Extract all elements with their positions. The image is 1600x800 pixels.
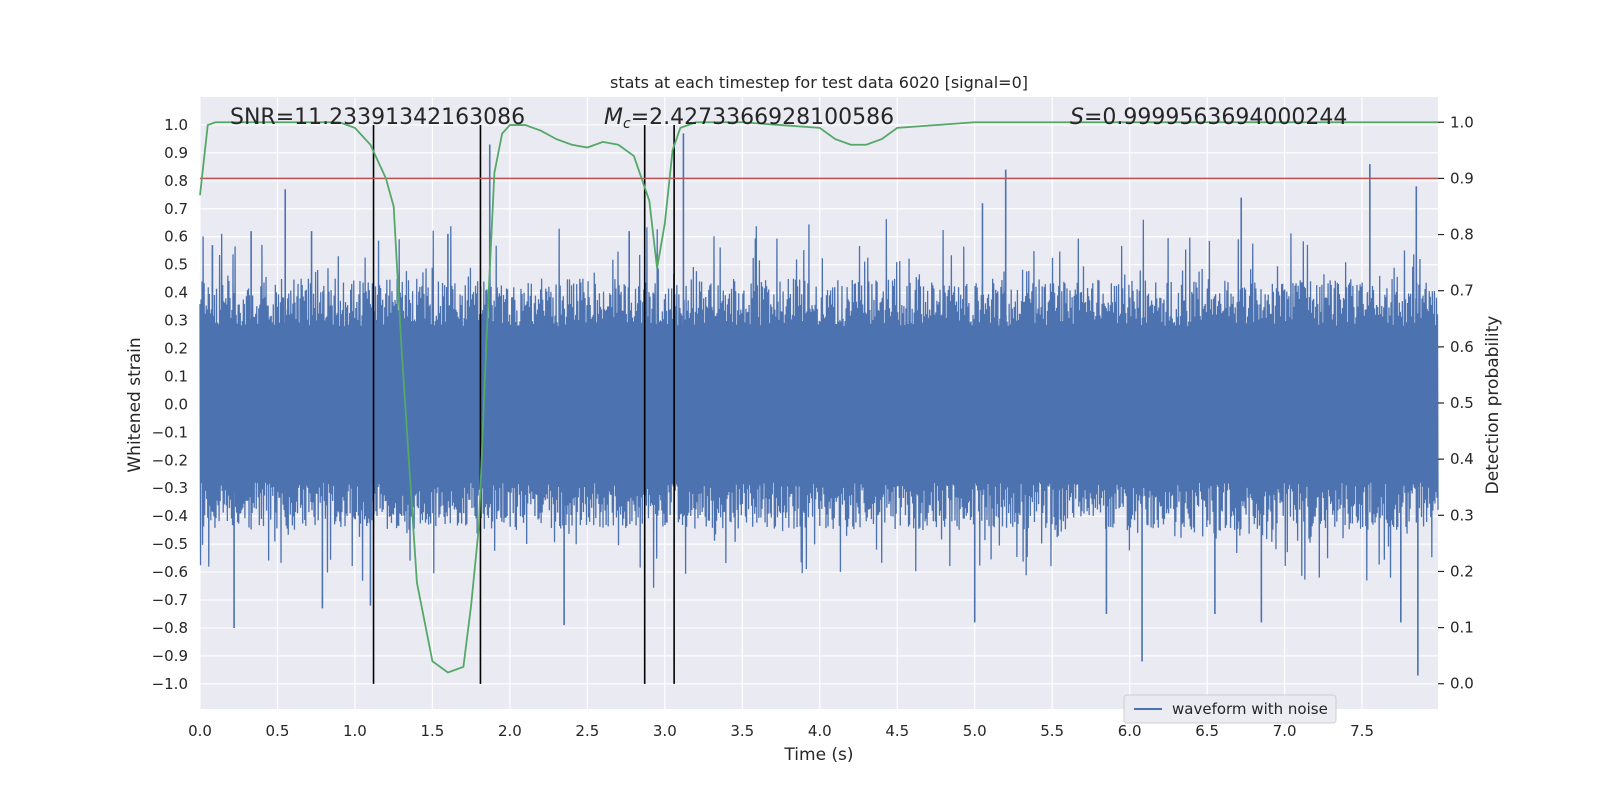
mc-annotation: Mc=2.4273366928100586: [604, 105, 894, 132]
y2-tick-label: 0.7: [1450, 282, 1474, 300]
vertical-markers: [372, 124, 675, 684]
x-tick-label: 7.5: [1350, 722, 1374, 740]
y2-tick-label: 0.4: [1450, 450, 1474, 468]
x-tick-label: 0.0: [188, 722, 212, 740]
x-axis-label: Time (s): [783, 745, 853, 765]
y2-tick-label: 1.0: [1450, 113, 1474, 131]
x-tick-label: 3.0: [653, 722, 677, 740]
x-tick-label: 7.0: [1273, 722, 1297, 740]
y-tick-label: 0.4: [164, 284, 188, 302]
x-tick-label: 2.0: [498, 722, 522, 740]
y-tick-label: 0.2: [164, 340, 188, 358]
y-tick-label: −0.3: [152, 479, 188, 497]
snr-annotation: SNR=11.233913421630​86: [230, 105, 525, 130]
y2-axis-label: Detection probability: [1483, 316, 1503, 495]
y-tick-label: 0.9: [164, 144, 188, 162]
y-tick-label: −0.4: [152, 507, 188, 525]
x-tick-label: 6.0: [1118, 722, 1142, 740]
y-tick-label: −0.2: [152, 451, 188, 469]
s-annotation: S=0.9999563694000244: [1070, 105, 1347, 130]
x-tick-label: 1.5: [420, 722, 444, 740]
mc-symbol: M: [604, 105, 623, 130]
s-symbol: S: [1070, 105, 1084, 130]
y2-tick-label: 0.1: [1450, 619, 1474, 637]
y-tick-label: 0.5: [164, 256, 188, 274]
probability-series: [199, 121, 1438, 674]
y2-tick-label: 0.3: [1450, 506, 1474, 524]
y2-tick-label: 0.9: [1450, 169, 1474, 187]
y-tick-label: −1.0: [152, 675, 188, 693]
y2-tick-label: 0.0: [1450, 675, 1474, 693]
x-tick-label: 3.5: [730, 722, 754, 740]
x-tick-label: 6.5: [1195, 722, 1219, 740]
y-tick-label: 1.0: [164, 116, 188, 134]
y-tick-label: −0.7: [152, 591, 188, 609]
x-axis-ticks: 0.0 0.5 1.0 1.5 2.0 2.5 3.0 3.5 4.0 4.5 5.0 5.5 6.0 6…: [188, 722, 1374, 740]
x-tick-label: 5.5: [1040, 722, 1064, 740]
x-tick-label: 1.0: [343, 722, 367, 740]
legend-box: [1123, 694, 1337, 724]
chart-title: stats at each timestep for test data 602…: [610, 73, 1028, 92]
y-tick-label: 0.8: [164, 172, 188, 190]
y-axis-label: Whitened strain: [125, 337, 145, 472]
waveform-series: [199, 133, 1439, 676]
y2-tick-label: 0.2: [1450, 562, 1474, 580]
y-tick-label: 0.0: [164, 395, 188, 413]
legend: waveform with noise: [1123, 694, 1337, 724]
y2-tick-label: 0.6: [1450, 338, 1474, 356]
y-tick-label: 0.3: [164, 312, 188, 330]
y2-tick-label: 0.5: [1450, 394, 1474, 412]
y-tick-label: −0.6: [152, 563, 188, 581]
mc-value: =2.4273366928100586: [631, 105, 894, 130]
y-tick-label: −0.8: [152, 619, 188, 637]
x-tick-label: 5.0: [963, 722, 987, 740]
s-value: =0.9999563694000244: [1084, 105, 1347, 130]
x-tick-label: 4.5: [885, 722, 909, 740]
y-tick-label: 0.1: [164, 367, 188, 385]
x-tick-label: 0.5: [266, 722, 290, 740]
x-tick-label: 2.5: [575, 722, 599, 740]
y-tick-label: 0.6: [164, 228, 188, 246]
probability-line: [199, 121, 1438, 674]
legend-label: waveform with noise: [1172, 700, 1328, 718]
y2-tick-label: 0.8: [1450, 226, 1474, 244]
x-tick-label: 4.0: [808, 722, 832, 740]
waveform-line: [199, 219, 1439, 588]
y-axis-ticks: 1.0 0.9 0.8 0.7 0.6 0.5 0.4 0.3 0.2 0.1 0.0 −0.1 −0.…: [152, 116, 188, 693]
y-tick-label: −0.9: [152, 647, 188, 665]
y2-axis-ticks: 1.0 0.9 0.8 0.7 0.6 0.5 0.4 0.3 0.2 0.1 0.0: [1438, 113, 1474, 693]
y-tick-label: −0.5: [152, 535, 188, 553]
y-tick-label: 0.7: [164, 200, 188, 218]
y-tick-label: −0.1: [152, 423, 188, 441]
mc-subscript: c: [623, 116, 631, 132]
